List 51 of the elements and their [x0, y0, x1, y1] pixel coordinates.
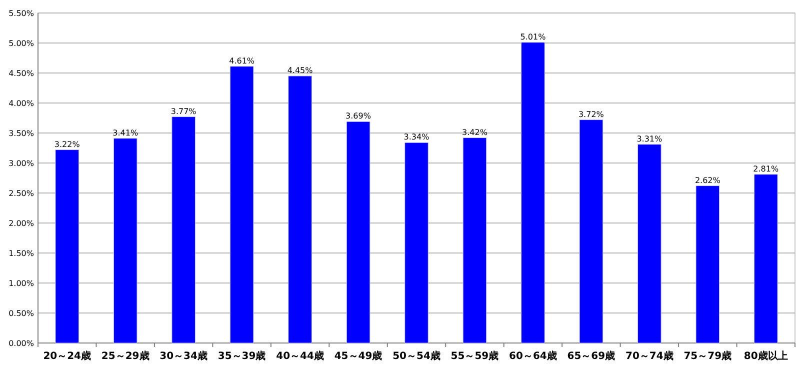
x-tick-label: 80歳以上	[744, 350, 788, 362]
bar	[172, 116, 196, 344]
y-tick-label: 4.00%	[8, 99, 34, 108]
y-tick-label: 5.50%	[8, 9, 34, 18]
y-tick-label: 0.50%	[8, 309, 34, 318]
x-tick-label: 55～59歳	[450, 350, 499, 362]
x-tick-label: 70～74歳	[626, 350, 674, 362]
x-tick-label: 35～39歳	[218, 350, 266, 362]
y-tick-label: 4.50%	[8, 69, 34, 78]
bar	[521, 42, 545, 344]
bar	[113, 138, 138, 344]
data-label: 3.31%	[636, 134, 663, 144]
x-tick-label: 60～64歳	[509, 350, 557, 362]
data-label: 4.45%	[287, 66, 314, 75]
bar	[55, 150, 80, 344]
x-tick-label: 65～69歳	[567, 350, 616, 362]
data-label: 3.69%	[346, 112, 372, 121]
y-tick-label: 1.50%	[8, 249, 34, 258]
x-tick-label: 50～54歳	[392, 350, 440, 362]
y-tick-label: 2.00%	[8, 219, 34, 228]
y-tick-label: 3.50%	[8, 129, 34, 138]
data-label: 2.62%	[694, 176, 721, 185]
y-tick-label: 3.00%	[8, 159, 34, 168]
y-tick-label: 1.00%	[8, 279, 34, 288]
data-label: 5.01%	[520, 32, 546, 42]
bar	[230, 66, 254, 344]
data-label: 3.72%	[578, 110, 604, 119]
bar	[579, 120, 604, 344]
x-tick-label: 25～29歳	[101, 350, 150, 362]
x-tick-label: 30～34歳	[160, 350, 208, 362]
x-tick-label: 75～79歳	[684, 350, 732, 362]
bar	[638, 144, 662, 344]
bar	[288, 76, 312, 344]
data-label: 3.41%	[112, 128, 138, 138]
y-tick-label: 0.00%	[8, 339, 34, 348]
data-label: 3.22%	[54, 140, 80, 149]
data-label: 3.34%	[404, 132, 430, 142]
bar	[462, 138, 487, 344]
x-tick-label: 45～49歳	[334, 350, 382, 362]
data-label: 2.81%	[753, 164, 779, 174]
y-tick-label: 5.00%	[8, 39, 34, 48]
bar	[696, 186, 720, 344]
x-tick-label: 40～44歳	[276, 350, 324, 362]
data-label: 3.77%	[170, 106, 197, 116]
data-label: 4.61%	[229, 56, 255, 66]
bar	[346, 121, 370, 344]
bar	[404, 142, 428, 344]
data-label: 3.42%	[462, 128, 488, 137]
x-tick-label: 20～24歳	[43, 350, 92, 362]
y-tick-label: 2.50%	[8, 189, 34, 198]
bar	[754, 174, 778, 344]
